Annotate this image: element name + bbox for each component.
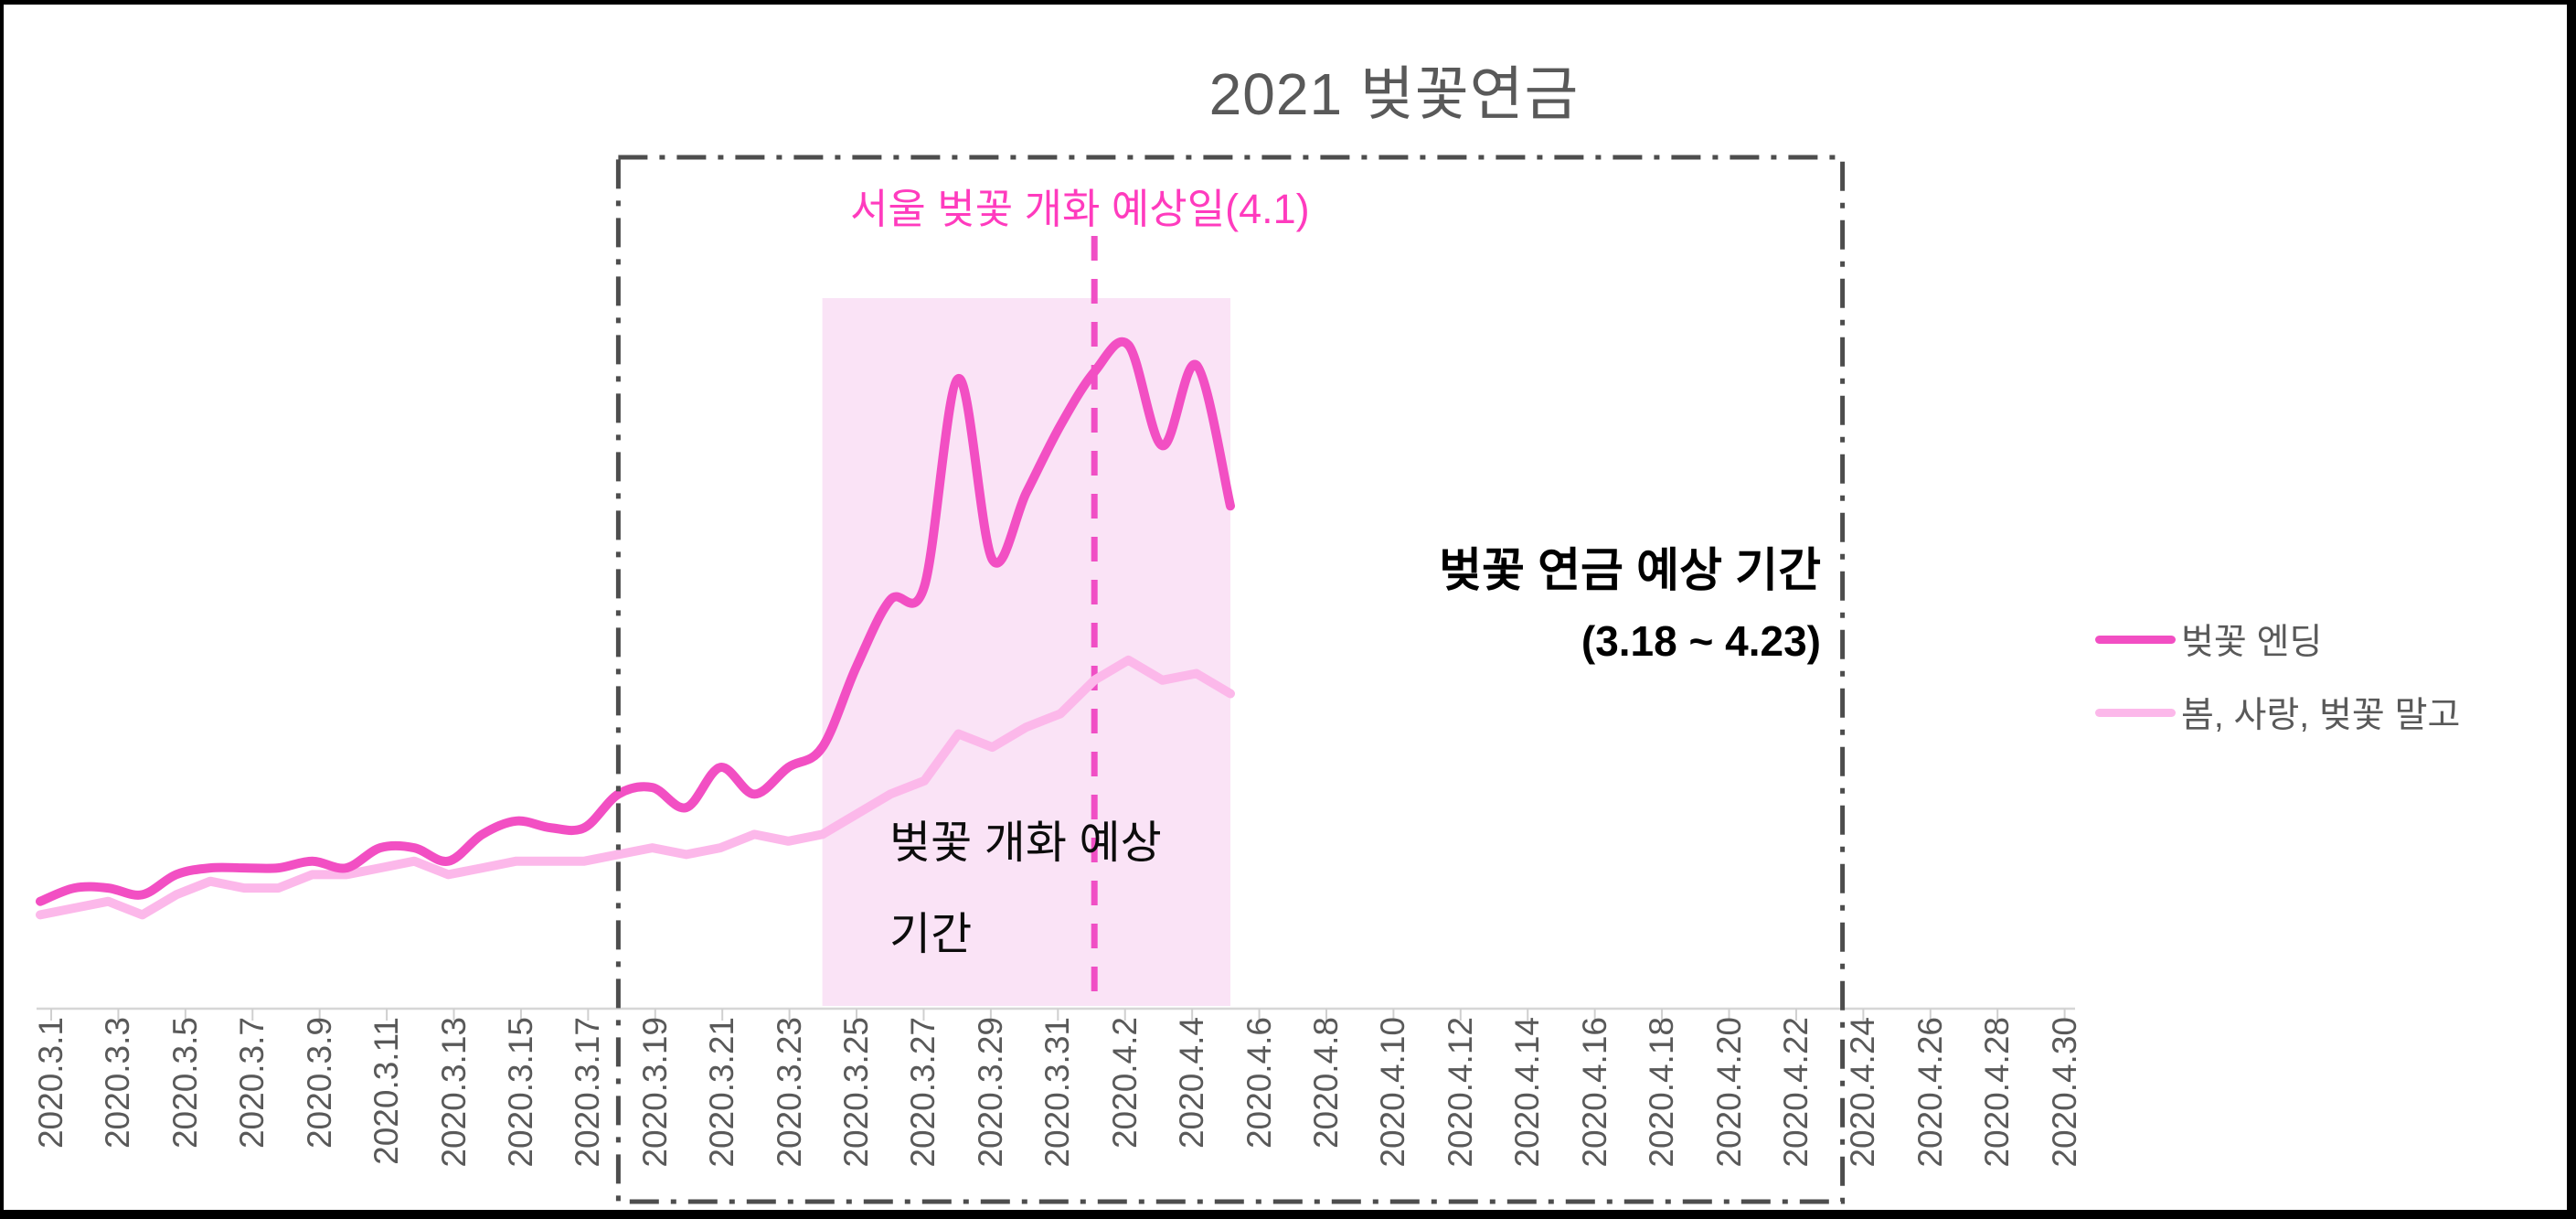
x-axis-label: 2020.3.3 [99, 1017, 137, 1149]
bloom-period-annotation-line1: 벚꽃 개화 예상 [889, 818, 1162, 868]
x-axis-label: 2020.3.29 [971, 1017, 1009, 1168]
legend-swatch-spring-love [2095, 708, 2176, 717]
x-axis-label: 2020.4.4 [1173, 1017, 1211, 1149]
x-axis-label: 2020.3.7 [233, 1017, 271, 1149]
x-axis-label: 2020.4.6 [1240, 1017, 1278, 1149]
outer-frame-bottom [0, 1210, 2576, 1219]
x-axis-label: 2020.3.1 [32, 1017, 69, 1149]
chart-legend: 벚꽃 엔딩 봄, 사랑, 벚꽃 말고 [2095, 611, 2460, 757]
bloom-period-annotation: 벚꽃 개화 예상 기간 [889, 819, 1162, 958]
bloom-period-region [822, 298, 1230, 1006]
x-axis-label: 2020.4.12 [1441, 1017, 1479, 1168]
bloom-period-annotation-line2: 기간 [889, 910, 973, 959]
outer-frame-left [0, 0, 4, 1219]
pension-period-annotation-line2: (3.18 ~ 4.23) [1581, 617, 1821, 665]
legend-item-spring-love: 봄, 사랑, 벚꽃 말고 [2095, 684, 2460, 741]
outer-frame-right [2567, 0, 2576, 1219]
legend-label-cherry-blossom-ending: 벚꽃 엔딩 [2181, 623, 2323, 662]
series-spring-love-line [36, 655, 1235, 920]
x-axis-label: 2020.4.30 [2045, 1017, 2083, 1168]
x-axis-label: 2020.4.2 [1105, 1017, 1144, 1149]
outer-frame-top [0, 0, 2576, 5]
x-axis-label: 2020.4.28 [1978, 1017, 2017, 1168]
chart-title: 2021 벚꽃연금 [1208, 61, 1580, 127]
series-cherry-blossom-ending-line [36, 337, 1235, 906]
x-axis-label: 2020.4.20 [1709, 1017, 1748, 1168]
x-axis-label: 2020.4.16 [1575, 1017, 1613, 1168]
pension-period-box [615, 155, 1846, 1204]
pension-period-annotation: 벚꽃 연금 예상 기간 (3.18 ~ 4.23) [1439, 544, 1821, 665]
legend-swatch-cherry-blossom-ending [2095, 635, 2176, 644]
x-axis-label: 2020.3.31 [1038, 1017, 1077, 1168]
x-axis-label: 2020.3.11 [367, 1017, 406, 1165]
x-axis-label: 2020.4.18 [1643, 1017, 1681, 1168]
pension-period-annotation-line1: 벚꽃 연금 예상 기간 [1439, 544, 1821, 596]
x-axis-label: 2020.4.22 [1776, 1017, 1815, 1168]
x-axis-label: 2020.4.8 [1306, 1017, 1345, 1149]
seoul-bloom-date-annotation: 서울 벚꽃 개화 예상일(4.1) [850, 186, 1310, 232]
x-axis-label: 2020.3.19 [635, 1017, 674, 1168]
x-axis-label: 2020.3.15 [501, 1017, 539, 1168]
legend-label-spring-love: 봄, 사랑, 벚꽃 말고 [2181, 696, 2461, 735]
x-axis-label: 2020.4.26 [1911, 1017, 1949, 1168]
x-axis-label: 2020.3.17 [569, 1017, 607, 1168]
x-axis-label: 2020.3.9 [300, 1017, 338, 1149]
x-axis-label: 2020.3.5 [165, 1017, 204, 1149]
x-axis-label: 2020.3.25 [837, 1017, 876, 1168]
x-axis-label: 2020.3.23 [770, 1017, 808, 1168]
x-axis-label: 2020.4.10 [1374, 1017, 1412, 1168]
x-axis-label: 2020.4.14 [1508, 1017, 1547, 1168]
x-axis-label: 2020.3.13 [434, 1017, 473, 1168]
legend-item-cherry-blossom-ending: 벚꽃 엔딩 [2095, 611, 2460, 668]
x-axis-label: 2020.3.21 [703, 1017, 741, 1168]
x-axis-label: 2020.3.27 [904, 1017, 942, 1168]
x-axis-label: 2020.4.24 [1844, 1017, 1882, 1168]
